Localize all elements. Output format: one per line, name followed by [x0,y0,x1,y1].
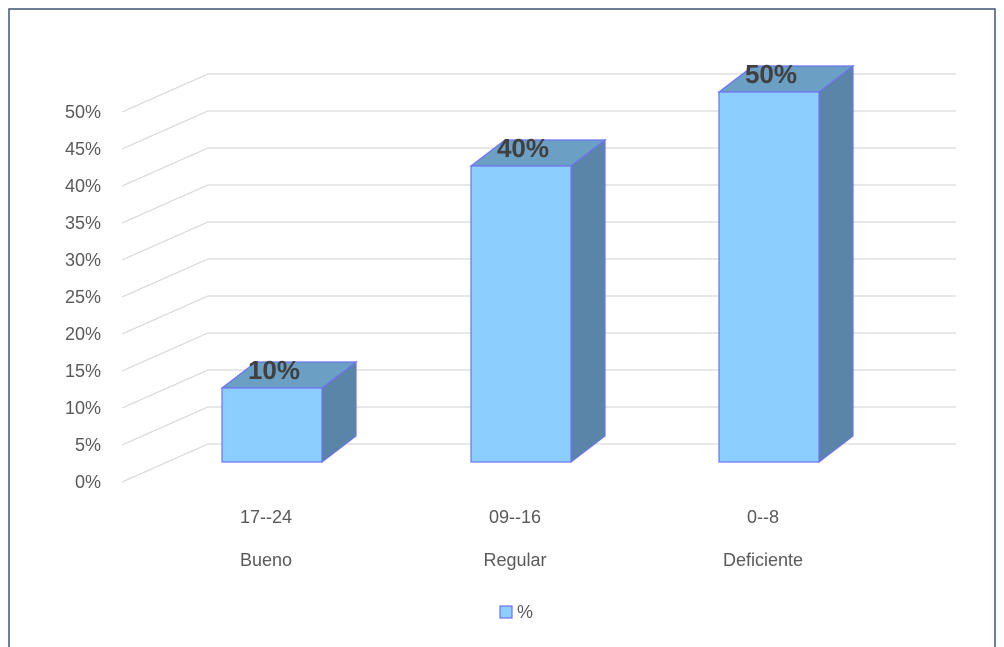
y-tick-label: 25% [65,287,101,307]
y-axis-tick-labels: 0% 5% 10% 15% 20% 25% 30% 35% 40% 45% 50% [65,102,101,492]
grid-line [121,73,956,113]
legend: % [499,602,533,622]
y-tick-label: 50% [65,102,101,122]
x-tick-label: 09--16 [489,507,541,527]
data-label: 40% [497,133,549,163]
x-tick-label: 0--8 [747,507,779,527]
grid-line [121,184,956,224]
bar-front [470,165,572,463]
bar-front [718,91,820,463]
chart-border [8,8,996,647]
y-tick-label: 35% [65,213,101,233]
bars: 10% 40% 50% [220,59,855,464]
x-category-label: Bueno [240,550,292,570]
y-tick-label: 0% [75,472,101,492]
grid-line [121,147,956,187]
grid-line [121,295,956,335]
legend-label: % [517,602,533,622]
y-tick-label: 10% [65,398,101,418]
grid-line [121,443,956,483]
bar-2: 50% [717,59,855,464]
bar-front [221,387,323,463]
bar-side [818,64,854,464]
data-label: 10% [248,355,300,385]
x-category-label: Regular [483,550,546,570]
y-tick-label: 5% [75,435,101,455]
grid-line [121,258,956,298]
y-tick-label: 20% [65,324,101,344]
grid-line [121,221,956,261]
y-tick-label: 40% [65,176,101,196]
legend-swatch [499,605,513,619]
x-axis-labels: 17--24 Bueno 09--16 Regular 0--8 Deficiente [240,507,803,570]
grid-lines [121,73,956,483]
grid-line [121,110,956,150]
data-label: 50% [745,59,797,89]
grid-line [121,369,956,409]
bar-side [570,138,606,464]
bar-0: 10% [220,355,358,464]
x-tick-label: 17--24 [240,507,292,527]
y-tick-label: 15% [65,361,101,381]
grid-line [121,406,956,446]
grid-line [121,332,956,372]
bar-1: 40% [469,133,607,464]
y-tick-label: 45% [65,139,101,159]
x-category-label: Deficiente [723,550,803,570]
y-tick-label: 30% [65,250,101,270]
